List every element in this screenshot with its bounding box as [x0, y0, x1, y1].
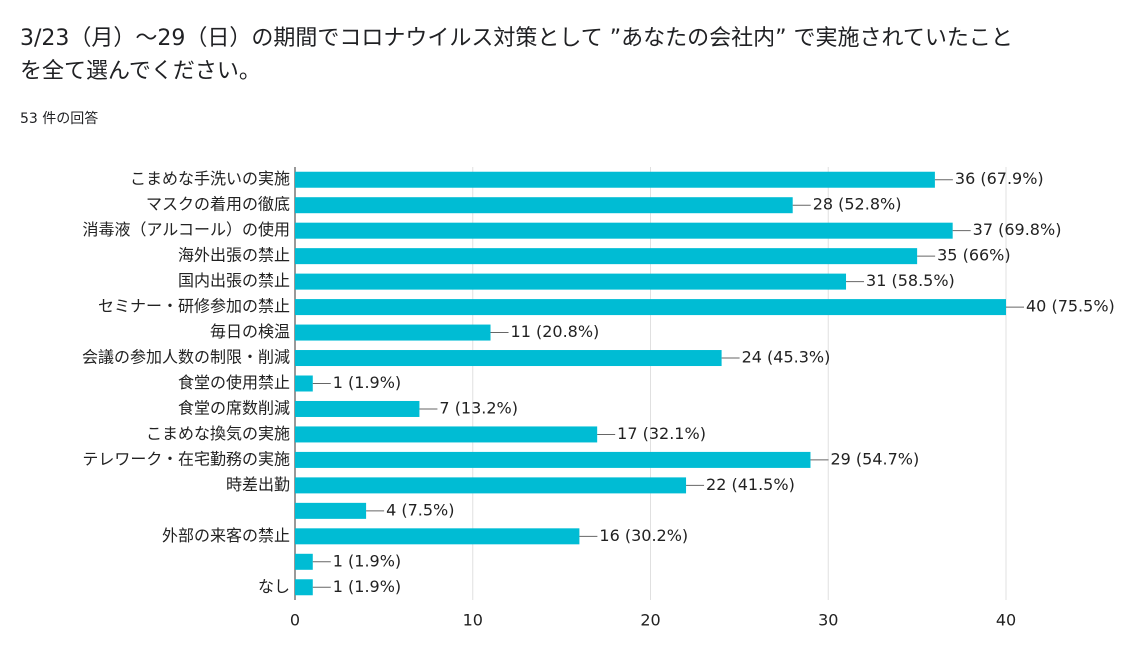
bar	[295, 528, 580, 545]
bar	[295, 222, 953, 239]
y-tick-label: 消毒液（アルコール）の使用	[82, 220, 290, 239]
value-label: 17 (32.1%)	[617, 424, 706, 443]
bar	[295, 451, 811, 468]
value-label: 36 (67.9%)	[955, 169, 1044, 188]
bar	[295, 197, 793, 214]
x-tick-label: 20	[640, 611, 660, 630]
y-tick-label: なし	[258, 577, 290, 596]
y-tick-label: 外部の来客の禁止	[162, 526, 290, 545]
value-label: 16 (30.2%)	[599, 526, 688, 545]
bar	[295, 502, 367, 519]
value-label: 1 (1.9%)	[333, 551, 401, 570]
bar	[295, 171, 935, 188]
y-tick-label: こまめな手洗いの実施	[130, 169, 290, 188]
value-label: 28 (52.8%)	[813, 195, 902, 214]
value-label: 31 (58.5%)	[866, 271, 955, 290]
x-tick-label: 0	[290, 611, 300, 630]
bar	[295, 553, 313, 570]
bar	[295, 350, 722, 367]
y-tick-label: 毎日の検温	[210, 322, 290, 341]
y-tick-label: 食堂の席数削減	[178, 398, 290, 417]
bar	[295, 426, 598, 443]
value-label: 11 (20.8%)	[511, 322, 600, 341]
value-label: 37 (69.8%)	[973, 220, 1062, 239]
value-label: 29 (54.7%)	[830, 449, 919, 468]
y-tick-label: 食堂の使用禁止	[178, 373, 290, 392]
y-tick-label: 海外出張の禁止	[178, 246, 290, 265]
bar	[295, 400, 420, 417]
x-tick-label: 40	[996, 611, 1016, 630]
y-tick-label: 時差出勤	[226, 475, 290, 494]
value-label: 4 (7.5%)	[386, 500, 454, 519]
question-title: 3/23（月）〜29（日）の期間でコロナウイルス対策として ”あなたの会社内” …	[20, 26, 1013, 84]
x-tick-label: 30	[818, 611, 838, 630]
y-tick-label: テレワーク・在宅勤務の実施	[82, 449, 290, 468]
y-tick-label: こまめな換気の実施	[146, 424, 290, 443]
value-label: 24 (45.3%)	[742, 348, 831, 367]
x-tick-label: 10	[463, 611, 483, 630]
value-label: 1 (1.9%)	[333, 373, 401, 392]
value-label: 40 (75.5%)	[1026, 297, 1115, 316]
y-tick-label: 会議の参加人数の制限・削減	[82, 348, 290, 367]
bar	[295, 477, 687, 494]
y-tick-label: セミナー・研修参加の禁止	[98, 297, 290, 316]
bar	[295, 248, 918, 265]
bar	[295, 579, 313, 596]
bar	[295, 375, 313, 392]
value-label: 22 (41.5%)	[706, 475, 795, 494]
bar	[295, 273, 847, 290]
value-label: 1 (1.9%)	[333, 577, 401, 596]
y-tick-label: マスクの着用の徹底	[146, 195, 290, 214]
value-label: 7 (13.2%)	[439, 398, 518, 417]
response-count: 53 件の回答	[20, 111, 99, 127]
y-tick-label: 国内出張の禁止	[178, 271, 290, 290]
bar	[295, 299, 1006, 316]
value-label: 35 (66%)	[937, 246, 1011, 265]
bar	[295, 324, 491, 341]
